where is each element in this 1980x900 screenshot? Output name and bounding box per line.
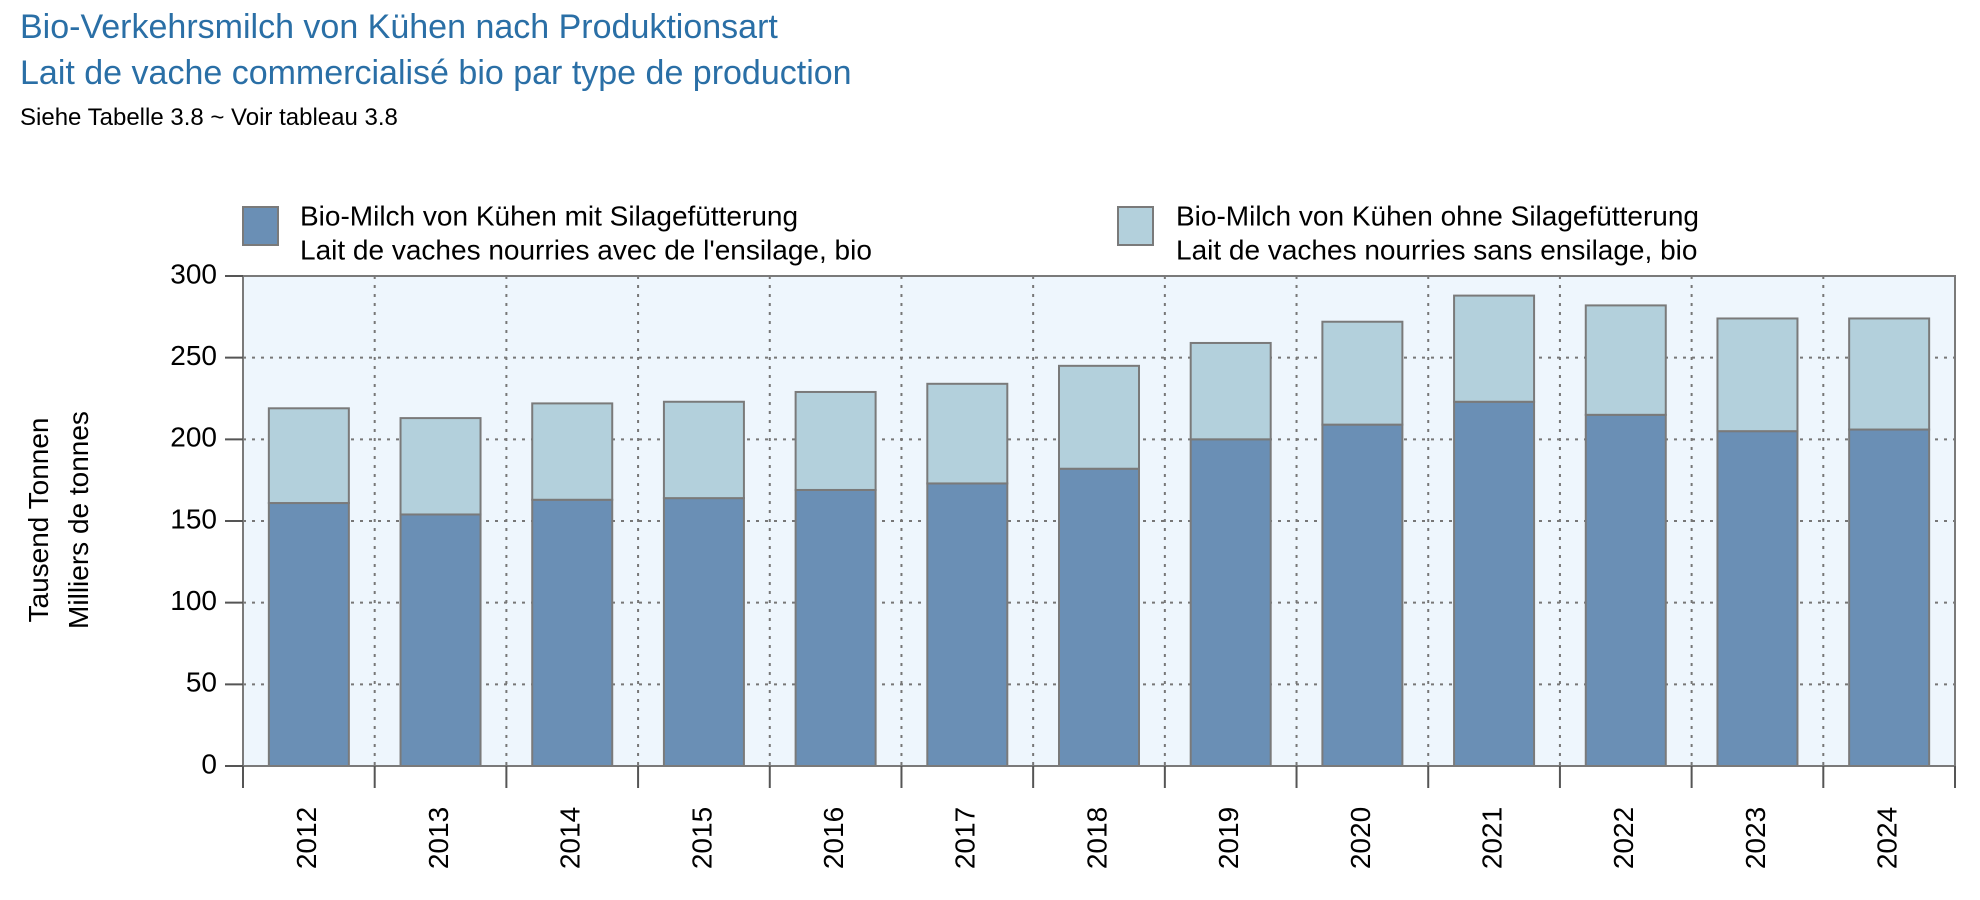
chart-title-de: Bio-Verkehrsmilch von Kühen nach Produkt…: [20, 8, 778, 46]
bar-series: [267, 294, 1931, 768]
bar-with-silage-2017: [926, 482, 1009, 767]
bar-without-silage-2021: [1453, 294, 1536, 403]
y-tick-label: 50: [186, 667, 217, 698]
bar-with-silage-2014: [531, 498, 614, 767]
legend-label-without-silage-fr: Lait de vaches nourries sans ensilage, b…: [1176, 234, 1697, 265]
axes: 0 50 100 150 200 250 300 2012 2013 2014 2015 2016 20…: [170, 258, 1956, 869]
y-tick-label: 0: [201, 748, 217, 779]
y-axis-title-fr: Milliers de tonnes: [63, 411, 94, 629]
legend: Bio-Milch von Kühen mit Silagefütterung …: [242, 200, 1699, 265]
bar-without-silage-2016: [794, 390, 877, 491]
bar-with-silage-2012: [267, 502, 350, 767]
y-axis-title-de: Tausend Tonnen: [23, 418, 54, 623]
bar-without-silage-2019: [1189, 341, 1272, 441]
x-tick-label-2017: 2017: [950, 807, 981, 869]
bar-without-silage-2012: [267, 407, 350, 505]
bar-with-silage-2021: [1453, 400, 1536, 767]
bar-with-silage-2013: [399, 513, 482, 768]
x-tick-label-2024: 2024: [1872, 807, 1903, 869]
bar-with-silage-2022: [1584, 413, 1667, 767]
x-tick-label-2014: 2014: [555, 807, 586, 869]
bar-with-silage-2024: [1848, 428, 1931, 767]
x-tick-label-2021: 2021: [1476, 807, 1507, 869]
x-tick-label-2022: 2022: [1608, 807, 1639, 869]
bar-with-silage-2016: [794, 488, 877, 767]
x-tick-label-2015: 2015: [686, 807, 717, 869]
bar-without-silage-2017: [926, 382, 1009, 485]
x-tick-label-2013: 2013: [423, 807, 454, 869]
bar-with-silage-2023: [1716, 430, 1799, 767]
y-tick-label: 250: [170, 340, 217, 371]
bar-without-silage-2018: [1058, 364, 1140, 470]
x-tick-label-2016: 2016: [818, 807, 849, 869]
bar-without-silage-2014: [531, 402, 614, 501]
legend-label-without-silage-de: Bio-Milch von Kühen ohne Silagefütterung: [1176, 200, 1699, 231]
x-tick-label-2018: 2018: [1081, 807, 1112, 869]
bar-without-silage-2022: [1584, 304, 1667, 416]
bar-without-silage-2023: [1716, 317, 1799, 433]
x-tick-label-2020: 2020: [1345, 807, 1376, 869]
x-tick-label-2023: 2023: [1740, 807, 1771, 869]
chart-title-fr: Lait de vache commercialisé bio par type…: [20, 54, 852, 92]
x-tick-label-2012: 2012: [291, 807, 322, 869]
chart-subtitle: Siehe Tabelle 3.8 ~ Voir tableau 3.8: [20, 104, 398, 131]
legend-label-with-silage-de: Bio-Milch von Kühen mit Silagefütterung: [300, 200, 798, 231]
x-tick-label-2019: 2019: [1213, 807, 1244, 869]
bar-with-silage-2015: [662, 497, 745, 767]
y-tick-label: 300: [170, 258, 217, 289]
bar-with-silage-2018: [1058, 467, 1140, 767]
bar-with-silage-2019: [1189, 438, 1272, 767]
y-tick-label: 100: [170, 585, 217, 616]
legend-swatch-without-silage: [1117, 206, 1154, 246]
bar-with-silage-2020: [1321, 423, 1404, 767]
legend-swatch-with-silage: [242, 206, 279, 246]
y-tick-label: 150: [170, 503, 217, 534]
bar-without-silage-2013: [399, 417, 482, 516]
legend-label-with-silage-fr: Lait de vaches nourries avec de l'ensila…: [300, 234, 872, 265]
bar-without-silage-2015: [662, 400, 745, 500]
y-tick-label: 200: [170, 422, 217, 453]
bar-without-silage-2024: [1848, 317, 1931, 431]
bar-without-silage-2020: [1321, 320, 1404, 426]
